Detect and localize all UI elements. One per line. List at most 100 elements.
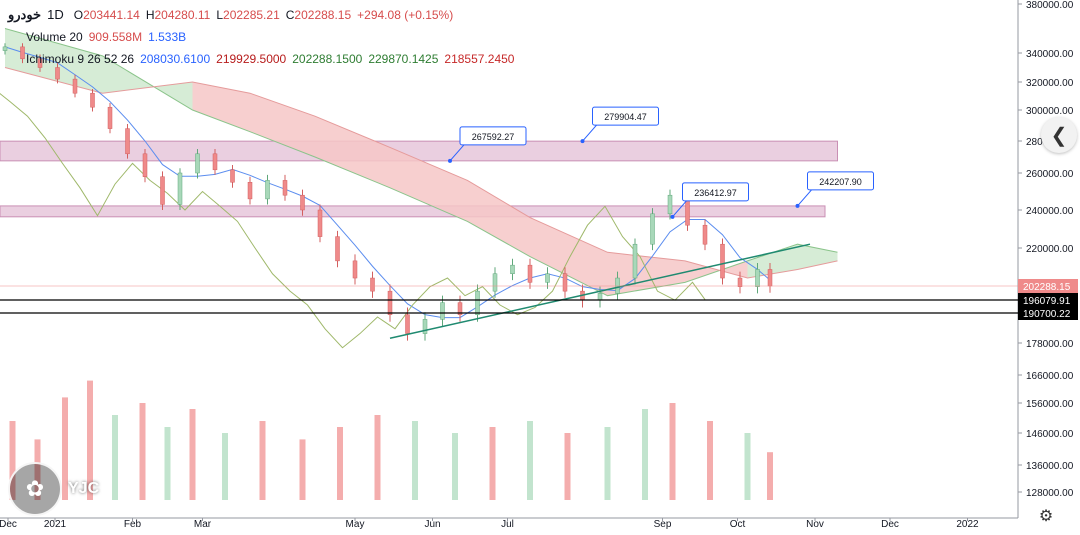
ichimoku-lagging-value: 202288.1500 bbox=[292, 52, 363, 66]
y-tick-label-8: 178000.00 bbox=[1026, 339, 1074, 350]
candle-body-9 bbox=[160, 176, 165, 205]
callout-connector-3 bbox=[797, 189, 812, 207]
x-tick-label-10: Dec bbox=[881, 519, 899, 530]
callout-label-2: 236412.97 bbox=[694, 188, 737, 198]
volume-bar-6 bbox=[164, 427, 171, 500]
volume-bar-22 bbox=[744, 433, 751, 500]
timeframe[interactable]: 1D bbox=[47, 7, 64, 22]
cloud-segment-10 bbox=[747, 244, 798, 279]
high-label: H bbox=[145, 8, 155, 22]
callout-connector-2 bbox=[672, 200, 687, 218]
candle-body-10 bbox=[177, 172, 183, 205]
x-tick-label-6: Jul bbox=[501, 519, 514, 530]
callout-anchor-2 bbox=[670, 214, 675, 219]
candle-body-20 bbox=[352, 260, 358, 279]
candle-body-3 bbox=[55, 67, 60, 80]
cloud-segment-5 bbox=[390, 147, 468, 222]
low-label: L bbox=[216, 8, 224, 22]
candle-body-36 bbox=[632, 243, 638, 279]
price-tag-label-0: 202288.15 bbox=[1023, 282, 1071, 293]
price-tag-box-1 bbox=[1018, 293, 1078, 308]
volume-bar-0 bbox=[9, 421, 16, 500]
candle-body-30 bbox=[527, 264, 533, 283]
watermark-logo: ✿ YJC bbox=[8, 462, 99, 516]
candle-body-22 bbox=[387, 290, 393, 315]
candle-body-11 bbox=[195, 153, 200, 174]
volume-bar-7 bbox=[189, 409, 196, 500]
candle-body-15 bbox=[265, 180, 270, 200]
candle-body-17 bbox=[300, 194, 305, 211]
candle-body-31 bbox=[545, 273, 550, 283]
settings-gear-icon[interactable]: ⚙ bbox=[1038, 508, 1054, 525]
candle-body-24 bbox=[422, 319, 428, 334]
low-value: 202285.21 bbox=[223, 8, 280, 22]
callout-label-0: 267592.27 bbox=[472, 132, 515, 142]
volume-bar-14 bbox=[452, 433, 458, 500]
symbol-name[interactable]: خودرو bbox=[8, 7, 42, 22]
volume-bar-13 bbox=[412, 421, 418, 500]
y-tick-label-12: 136000.00 bbox=[1026, 461, 1074, 472]
volume-bar-4 bbox=[112, 415, 118, 500]
candle-body-42 bbox=[737, 277, 743, 287]
candle-body-1 bbox=[20, 46, 25, 60]
ichimoku-base-value: 208030.6100 bbox=[140, 52, 211, 66]
volume-bar-2 bbox=[62, 397, 68, 500]
ichimoku-span-a-value: 229870.1425 bbox=[368, 52, 439, 66]
callout-box-2 bbox=[682, 182, 749, 202]
volume-ma-value: 1.533B bbox=[148, 30, 187, 44]
candle-body-41 bbox=[720, 243, 725, 279]
volume-bar-16 bbox=[527, 421, 533, 500]
y-tick-label-10: 156000.00 bbox=[1026, 399, 1074, 410]
y-tick-label-5: 260000.00 bbox=[1026, 169, 1074, 180]
open-value: 203441.14 bbox=[83, 8, 140, 22]
y-tick-label-3: 300000.00 bbox=[1026, 106, 1074, 117]
volume-bar-9 bbox=[259, 421, 266, 500]
x-tick-label-3: Mar bbox=[194, 519, 212, 530]
candle-body-16 bbox=[282, 180, 288, 196]
legend-row-ichimoku: Ichimoku 9 26 52 26 208030.6100 219929.5… bbox=[8, 48, 514, 70]
x-tick-label-11: 2022 bbox=[956, 519, 979, 530]
volume-bar-21 bbox=[707, 421, 713, 500]
candle-body-40 bbox=[702, 224, 708, 245]
candle-body-23 bbox=[405, 314, 410, 334]
x-tick-label-5: Jun bbox=[424, 519, 440, 530]
zone-1 bbox=[0, 205, 826, 218]
scroll-to-latest-button[interactable]: ❮ bbox=[1041, 117, 1077, 153]
callout-label-3: 242207.90 bbox=[819, 177, 862, 187]
cloud-segment-2 bbox=[192, 82, 250, 132]
ichimoku-label[interactable]: Ichimoku 9 26 52 26 bbox=[26, 52, 135, 66]
y-tick-label-1: 340000.00 bbox=[1026, 49, 1074, 60]
y-axis-panel bbox=[1018, 0, 1080, 530]
volume-bar-5 bbox=[139, 403, 146, 500]
volume-bar-20 bbox=[669, 403, 676, 500]
y-tick-label-11: 146000.00 bbox=[1026, 429, 1074, 440]
callout-connector-0 bbox=[449, 144, 465, 162]
y-tick-label-2: 320000.00 bbox=[1026, 78, 1074, 89]
callout-box-0 bbox=[459, 126, 527, 146]
candle-body-29 bbox=[510, 264, 515, 274]
ichimoku-span-b-value: 218557.2450 bbox=[444, 52, 515, 66]
price-tag-label-2: 190700.22 bbox=[1023, 309, 1071, 320]
callout-anchor-1 bbox=[580, 139, 585, 144]
legend-row-main: خودرو 1D O 203441.14 H 204280.11 L 202285.2… bbox=[8, 4, 514, 26]
callout-anchor-0 bbox=[448, 158, 452, 163]
candle-body-25 bbox=[440, 302, 445, 320]
candle-body-21 bbox=[370, 277, 375, 292]
x-tick-label-8: Oct bbox=[730, 519, 746, 530]
candle-body-12 bbox=[212, 153, 218, 171]
volume-label[interactable]: Volume 20 bbox=[26, 30, 83, 44]
candle-body-13 bbox=[230, 169, 235, 183]
y-tick-label-13: 128000.00 bbox=[1026, 488, 1074, 499]
volume-bar-17 bbox=[564, 433, 571, 500]
volume-bar-8 bbox=[222, 433, 228, 500]
open-label: O bbox=[73, 8, 84, 22]
y-tick-label-9: 166000.00 bbox=[1026, 371, 1074, 382]
callout-label-1: 279904.47 bbox=[604, 112, 647, 122]
y-tick-label-6: 240000.00 bbox=[1026, 206, 1074, 217]
x-tick-label-7: Sep bbox=[654, 519, 672, 530]
volume-bar-10 bbox=[299, 439, 306, 500]
candle-body-37 bbox=[650, 213, 655, 245]
candle-body-27 bbox=[475, 290, 480, 315]
